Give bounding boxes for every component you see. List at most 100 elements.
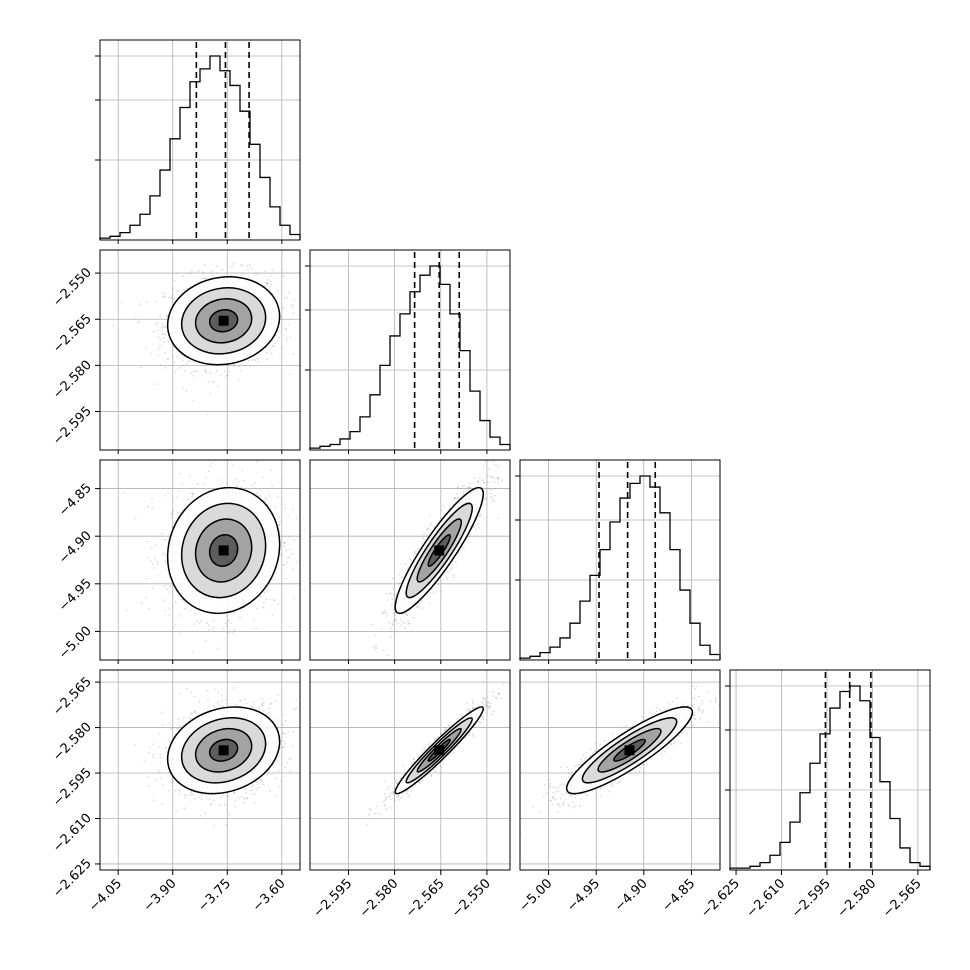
scatter-point bbox=[157, 769, 159, 772]
panel-3-0: −2.625−2.610−2.595−2.580−2.565−4.05 −3.90… bbox=[50, 669, 305, 915]
scatter-point bbox=[240, 369, 243, 372]
scatter-point bbox=[395, 618, 397, 621]
scatter-point bbox=[386, 614, 388, 617]
scatter-point bbox=[461, 545, 464, 548]
scatter-point bbox=[152, 753, 154, 756]
scatter-point bbox=[303, 739, 305, 741]
scatter-point bbox=[209, 705, 212, 708]
scatter-point bbox=[292, 508, 295, 511]
density-layer bbox=[123, 461, 307, 654]
scatter-point bbox=[234, 799, 237, 802]
scatter-point bbox=[189, 691, 192, 694]
scatter-point bbox=[255, 273, 258, 276]
scatter-point bbox=[428, 514, 431, 517]
scatter-point bbox=[287, 731, 290, 733]
scatter-point bbox=[182, 364, 185, 367]
scatter-point bbox=[438, 519, 440, 522]
y-tick-label: −2.565 bbox=[50, 311, 95, 356]
scatter-point bbox=[209, 797, 211, 800]
scatter-point bbox=[254, 482, 256, 484]
scatter-point bbox=[497, 466, 500, 469]
scatter-point bbox=[445, 571, 448, 574]
scatter-point bbox=[173, 279, 176, 282]
scatter-point bbox=[162, 336, 165, 339]
scatter-point bbox=[282, 713, 285, 716]
scatter-point bbox=[192, 370, 195, 373]
scatter-point bbox=[305, 554, 307, 556]
scatter-point bbox=[477, 480, 480, 483]
scatter-point bbox=[497, 477, 500, 479]
scatter-point bbox=[218, 703, 220, 706]
scatter-point bbox=[417, 547, 419, 550]
scatter-point bbox=[203, 277, 206, 279]
scatter-point bbox=[288, 373, 291, 376]
scatter-point bbox=[198, 796, 201, 798]
scatter-point bbox=[176, 496, 179, 499]
scatter-point bbox=[463, 547, 465, 550]
scatter-point bbox=[291, 745, 294, 747]
scatter-point bbox=[157, 746, 160, 748]
scatter-point bbox=[421, 607, 424, 610]
scatter-point bbox=[273, 342, 276, 345]
scatter-point bbox=[183, 601, 186, 604]
scatter-point bbox=[497, 481, 500, 484]
scatter-point bbox=[268, 711, 270, 714]
scatter-point bbox=[407, 622, 410, 625]
scatter-point bbox=[429, 524, 431, 527]
scatter-point bbox=[233, 792, 236, 795]
scatter-point bbox=[205, 476, 207, 479]
scatter-point bbox=[163, 340, 165, 343]
scatter-point bbox=[264, 285, 266, 287]
scatter-point bbox=[192, 375, 195, 377]
scatter-point bbox=[205, 413, 208, 415]
scatter-point bbox=[164, 585, 166, 587]
scatter-point bbox=[494, 464, 497, 467]
scatter-point bbox=[399, 624, 402, 627]
scatter-point bbox=[255, 627, 257, 630]
scatter-point bbox=[389, 592, 392, 595]
scatter-point bbox=[159, 761, 162, 764]
scatter-point bbox=[401, 576, 403, 579]
y-tick-label: −2.610 bbox=[50, 811, 95, 856]
scatter-point bbox=[243, 479, 246, 482]
scatter-point bbox=[141, 602, 143, 605]
scatter-point bbox=[151, 497, 153, 500]
panel-frame bbox=[99, 249, 301, 451]
scatter-point bbox=[181, 598, 183, 601]
scatter-point bbox=[159, 777, 162, 780]
scatter-point bbox=[245, 797, 248, 800]
scatter-point bbox=[282, 723, 284, 726]
scatter-point bbox=[212, 824, 215, 827]
scatter-point bbox=[200, 620, 203, 622]
scatter-point bbox=[488, 468, 491, 470]
density-layer bbox=[112, 263, 300, 415]
scatter-point bbox=[209, 371, 212, 374]
scatter-point bbox=[266, 358, 268, 361]
scatter-point bbox=[407, 623, 409, 626]
scatter-point bbox=[173, 297, 176, 300]
scatter-point bbox=[392, 620, 395, 623]
scatter-point bbox=[230, 274, 233, 277]
scatter-point bbox=[261, 703, 263, 706]
scatter-point bbox=[205, 277, 207, 280]
scatter-point bbox=[264, 500, 267, 502]
scatter-point bbox=[302, 565, 304, 567]
scatter-point bbox=[292, 730, 295, 733]
scatter-point bbox=[391, 604, 393, 607]
scatter-point bbox=[237, 480, 240, 483]
scatter-point bbox=[440, 517, 442, 520]
scatter-point bbox=[150, 547, 153, 550]
y-tick-label: −2.595 bbox=[50, 765, 95, 810]
scatter-point bbox=[198, 700, 200, 703]
scatter-point bbox=[164, 333, 167, 336]
scatter-point bbox=[164, 366, 167, 369]
scatter-point bbox=[374, 644, 377, 647]
scatter-point bbox=[251, 358, 254, 361]
scatter-point bbox=[289, 548, 291, 551]
scatter-point bbox=[430, 522, 433, 525]
scatter-point bbox=[446, 578, 449, 580]
scatter-point bbox=[414, 552, 417, 555]
scatter-point bbox=[164, 552, 167, 555]
panel-frame bbox=[99, 669, 301, 871]
